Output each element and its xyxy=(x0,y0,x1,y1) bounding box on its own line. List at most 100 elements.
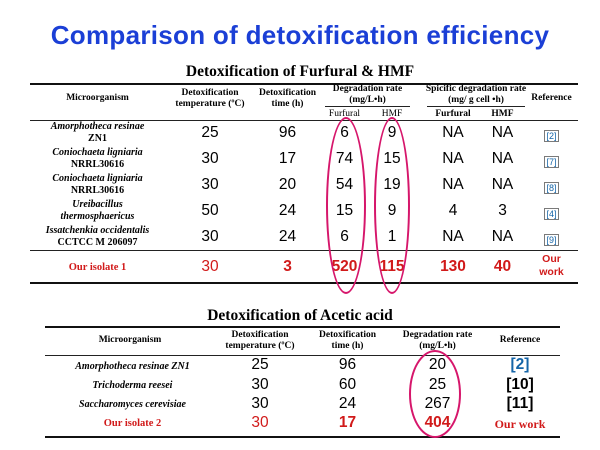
t1-row2-hmf: 15 xyxy=(383,150,401,167)
t2-row2-temp: 30 xyxy=(251,376,269,393)
t1-row2-organism-name: Coniochaeta ligniaria xyxy=(52,147,143,158)
t2-header-reference: Reference xyxy=(499,335,541,345)
t1-row4-time: 24 xyxy=(278,202,297,219)
t2-header-temperature: Detoxification temperature (ºC) xyxy=(225,330,295,351)
t1-row3-organism: Coniochaeta ligniaria NRRL30616 xyxy=(35,173,160,197)
t1-row1-organism-strain: ZN1 xyxy=(88,133,107,144)
t1-our-temp: 30 xyxy=(201,258,219,275)
t1-row2-reference[interactable]: [7] xyxy=(544,156,559,168)
t1-row2-sp-furfural: NA xyxy=(442,150,464,167)
t1-row4-sp-hmf: 3 xyxy=(498,202,507,219)
t2-row2-time: 60 xyxy=(338,376,357,393)
table2-title: Detoxification of Acetic acid xyxy=(207,307,393,324)
t1-row1-sp-furfural: NA xyxy=(442,124,464,141)
t1-row5-temp: 30 xyxy=(201,228,219,245)
table1-title: Detoxification of Furfural & HMF xyxy=(185,63,415,80)
table1-top-rule xyxy=(30,83,578,85)
t1-row2-sp-hmf: NA xyxy=(491,150,514,167)
t1-header-hmf: HMF xyxy=(381,109,403,119)
t1-specific-subrule xyxy=(427,106,525,107)
t1-row4-hmf: 9 xyxy=(387,202,397,219)
t2-our-time: 17 xyxy=(338,414,357,431)
t1-our-sp-hmf: 40 xyxy=(493,258,512,275)
t2-header-microorganism: Microorganism xyxy=(98,335,162,345)
t1-row5-time: 24 xyxy=(278,228,297,245)
t1-our-sp-furfural: 130 xyxy=(440,258,466,275)
t1-row4-sp-furfural: 4 xyxy=(448,202,458,219)
t1-row3-organism-strain: NRRL30616 xyxy=(70,185,125,196)
t2-row1-temp: 25 xyxy=(251,356,269,373)
t1-row3-reference[interactable]: [8] xyxy=(544,182,559,194)
t2-row1-time: 96 xyxy=(338,356,357,373)
table2-header-rule xyxy=(45,355,560,356)
t1-header-temperature: Detoxification temperature (ºC) xyxy=(175,88,245,109)
t1-header-specific-rate: Spicific degradation rate (mg/ g cell •h… xyxy=(425,84,527,105)
t2-row2-organism: Trichoderma reesei xyxy=(92,380,173,391)
t1-header-time: Detoxification time (h) xyxy=(259,88,316,109)
t2-row3-organism: Saccharomyces cerevisiae xyxy=(79,399,186,410)
t2-header-time: Detoxification time (h) xyxy=(319,330,376,351)
t1-row4-organism-name: Ureibacillus xyxy=(72,199,123,210)
t1-header-sp-furfural: Furfural xyxy=(435,109,471,119)
t1-row5-furfural: 6 xyxy=(340,228,349,245)
t2-row2-reference[interactable]: [10] xyxy=(506,376,534,393)
t1-row5-hmf: 1 xyxy=(387,228,397,245)
t1-row2-organism-strain: NRRL30616 xyxy=(70,159,125,170)
t1-row1-reference[interactable]: [2] xyxy=(544,130,559,142)
slide-title: Comparison of detoxification efficiency xyxy=(50,20,550,50)
t2-our-organism: Our isolate 2 xyxy=(103,418,162,429)
t1-header-microorganism: Microorganism xyxy=(66,93,129,103)
t1-row2-organism: Coniochaeta ligniaria NRRL30616 xyxy=(35,147,160,171)
table2-top-rule xyxy=(45,326,560,328)
t2-our-rate: 404 xyxy=(424,414,451,431)
t2-header-degradation-rate: Degradation rate (mg/L•h) xyxy=(402,330,473,351)
table1-header-rule xyxy=(30,120,578,121)
t1-header-degradation-rate: Degradation rate (mg/L•h) xyxy=(332,84,403,105)
t1-row2-temp: 30 xyxy=(201,150,219,167)
t1-row3-furfural: 54 xyxy=(335,176,354,193)
t1-our-reference: Our work xyxy=(525,253,578,279)
t1-row1-organism: Amorphotheca resinae ZN1 xyxy=(35,121,160,145)
t2-row3-temp: 30 xyxy=(251,395,269,412)
t1-our-ref-line1: Our xyxy=(542,253,561,265)
t2-row1-reference[interactable]: [2] xyxy=(510,356,530,373)
t2-row3-rate: 267 xyxy=(424,395,451,412)
t2-our-temp: 30 xyxy=(251,414,269,431)
t1-row4-furfural: 15 xyxy=(335,202,354,219)
t1-row3-sp-hmf: NA xyxy=(491,176,514,193)
t2-row3-reference[interactable]: [11] xyxy=(506,395,534,412)
t1-row1-organism-name: Amorphotheca resinae xyxy=(50,121,145,132)
t1-our-ref-line2: work xyxy=(539,266,564,278)
t1-row5-organism: Issatchenkia occidentalis CCTCC M 206097 xyxy=(35,225,160,249)
t2-our-reference: Our work xyxy=(494,417,546,431)
t1-header-furfural: Furfural xyxy=(328,109,361,119)
table1-bottom-rule xyxy=(30,282,578,284)
t1-row3-temp: 30 xyxy=(201,176,219,193)
t1-row1-furfural: 6 xyxy=(340,124,349,141)
t1-row4-reference[interactable]: [4] xyxy=(544,208,559,220)
t2-row3-time: 24 xyxy=(338,395,357,412)
t1-row4-organism: Ureibacillus thermosphaericus xyxy=(35,199,160,223)
t1-row5-organism-strain: CCTCC M 206097 xyxy=(57,237,138,248)
t1-row5-reference[interactable]: [9] xyxy=(544,234,559,246)
t1-row5-sp-furfural: NA xyxy=(442,228,464,245)
t1-our-hmf: 115 xyxy=(379,258,405,275)
t1-degradation-subrule xyxy=(325,106,410,107)
t1-row2-time: 17 xyxy=(278,150,297,167)
t1-row1-sp-hmf: NA xyxy=(491,124,514,141)
t1-our-furfural: 520 xyxy=(331,258,358,275)
t1-row2-furfural: 74 xyxy=(335,150,354,167)
t2-row1-organism: Amorphotheca resinae ZN1 xyxy=(75,361,190,372)
t1-row4-temp: 50 xyxy=(201,202,219,219)
t1-row5-organism-name: Issatchenkia occidentalis xyxy=(45,225,150,236)
t1-header-reference: Reference xyxy=(531,93,572,103)
t1-row1-temp: 25 xyxy=(201,124,219,141)
table1-body-rule xyxy=(30,250,578,251)
t1-row3-hmf: 19 xyxy=(383,176,401,193)
t2-row2-rate: 25 xyxy=(428,376,447,393)
t1-row4-organism-strain: thermosphaericus xyxy=(60,211,135,222)
t1-row3-sp-furfural: NA xyxy=(442,176,464,193)
t1-row3-time: 20 xyxy=(278,176,297,193)
t1-header-sp-hmf: HMF xyxy=(491,109,514,119)
t1-our-organism: Our isolate 1 xyxy=(68,262,127,273)
